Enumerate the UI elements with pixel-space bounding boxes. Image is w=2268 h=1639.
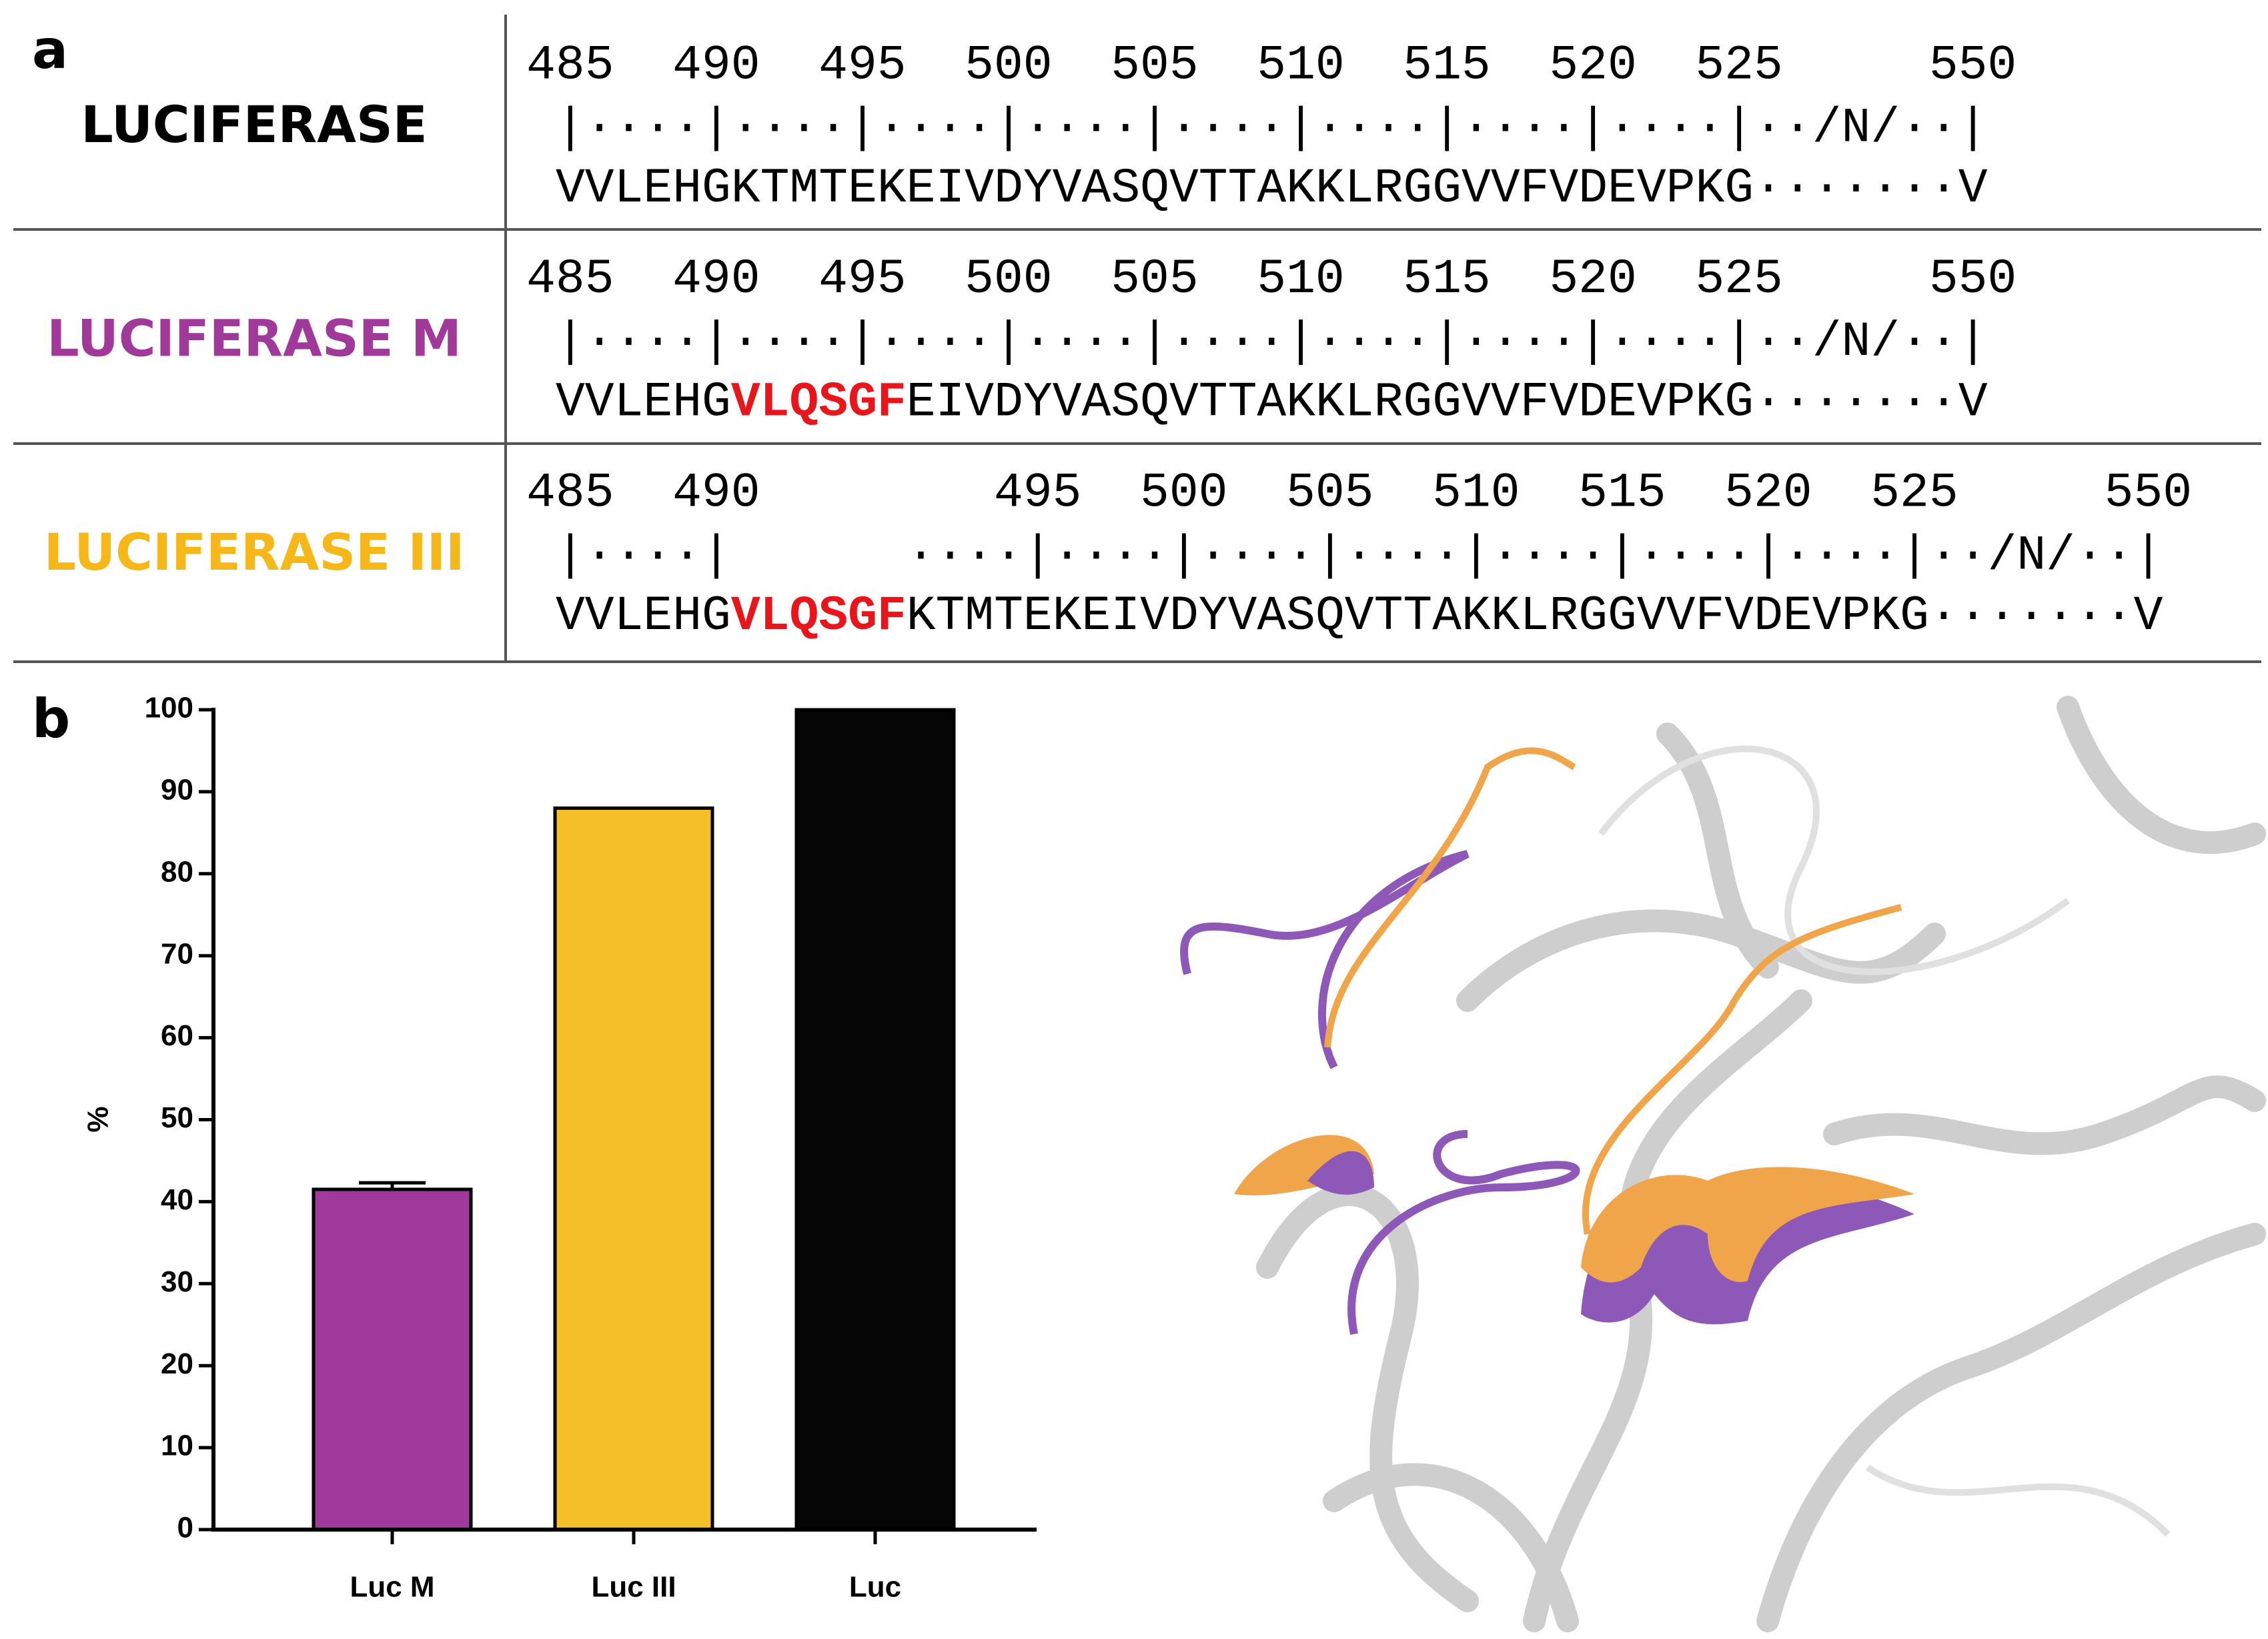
- y-tick-label: 90: [161, 774, 193, 806]
- y-tick-label: 50: [161, 1101, 193, 1134]
- bar: [312, 1187, 473, 1532]
- purple-loop: [1180, 850, 1470, 1069]
- y-tick-label: 70: [161, 937, 193, 970]
- position-numbers: 485 490 495 500 505 510 515 520 525 550: [526, 465, 2192, 520]
- sequence: VVLEHGKTMTEKEIVDYVASQVTTAKKLRGGVVFVDEVPK…: [556, 161, 1988, 216]
- y-axis-label: %: [82, 1106, 115, 1132]
- sequence: VVLEHGVLQSGFKTMTEKEIVDYVASQVTTAKKLRGGVVF…: [556, 588, 2163, 644]
- y-tick-label: 30: [161, 1265, 193, 1298]
- y-tick-label: 80: [161, 855, 193, 888]
- ribbon: [1256, 1183, 1479, 1612]
- bar-chart: 0 10 20 30 40 50 60 70 80 90 100% Luc M Luc III Luc: [82, 692, 1037, 1604]
- sequence-highlight: VLQSGF: [731, 375, 907, 430]
- position-numbers: 485 490 495 500 505 510 515 520 525 550: [526, 251, 2017, 307]
- orange-loop: [1324, 747, 1576, 1048]
- sequence: VVLEHGVLQSGFEIVDYVASQVTTAKKLRGGVVFVDEVPK…: [556, 375, 1988, 430]
- sequence-segment: VVLEHGKTMTEKEIVDYVASQVTTAKKLRGGVVFVDEVPK…: [556, 161, 1988, 216]
- row-label: LUCIFERASE M: [47, 308, 461, 368]
- x-tick-label: Luc M: [350, 1571, 434, 1604]
- coil: [1866, 1464, 2171, 1537]
- sequence-segment: KTMTEKEIVDYVASQVTTAKKLRGGVVFVDEVPKG·····…: [907, 588, 2163, 644]
- ruler: |····|····|····|····|····|····|····|····…: [556, 314, 1988, 370]
- ribbon: [2057, 696, 2266, 854]
- x-tick-label: Luc: [849, 1571, 901, 1604]
- panel-label: a: [32, 19, 68, 81]
- table-lines: [13, 15, 2261, 663]
- ruler: |····|····|····|····|····|····|····|····…: [556, 100, 1988, 155]
- ribbon: [1323, 1463, 1579, 1632]
- y-tick-label: 100: [145, 692, 193, 724]
- panel-label: b: [32, 688, 70, 750]
- structure-image: [1163, 690, 2266, 1632]
- bar: [553, 806, 714, 1532]
- y-tick-label: 0: [177, 1512, 193, 1544]
- purple-loop: [1347, 1130, 1580, 1335]
- sequence-segment: VVLEHG: [556, 588, 731, 644]
- x-tick-label: Luc III: [591, 1571, 676, 1604]
- orange-loop: [1582, 904, 1902, 1235]
- sequence-highlight: VLQSGF: [731, 588, 907, 644]
- gray-coils: [1598, 745, 2171, 1537]
- y-tick-label: 20: [161, 1347, 193, 1380]
- sequence-segment: VVLEHG: [556, 375, 731, 430]
- row-label: LUCIFERASE III: [44, 522, 465, 582]
- sequence-segment: EIVDYVASQVTTAKKLRGGVVFVDEVPKG·······V: [907, 375, 1988, 430]
- ruler: |····| ····|····|····|····|····|····|···…: [556, 528, 2163, 583]
- y-tick-label: 60: [161, 1019, 193, 1052]
- y-tick-label: 40: [161, 1183, 193, 1216]
- ribbon: [1823, 1075, 2266, 1155]
- orange-helix: [1581, 1167, 1914, 1283]
- purple-helix: [1307, 1151, 1374, 1195]
- row-label: LUCIFERASE: [81, 95, 427, 154]
- coil: [1598, 745, 2070, 975]
- ribbon: [1756, 1223, 2266, 1632]
- y-tick-label: 10: [161, 1430, 193, 1462]
- bar: [794, 708, 956, 1532]
- position-numbers: 485 490 495 500 505 510 515 520 525 550: [526, 37, 2017, 93]
